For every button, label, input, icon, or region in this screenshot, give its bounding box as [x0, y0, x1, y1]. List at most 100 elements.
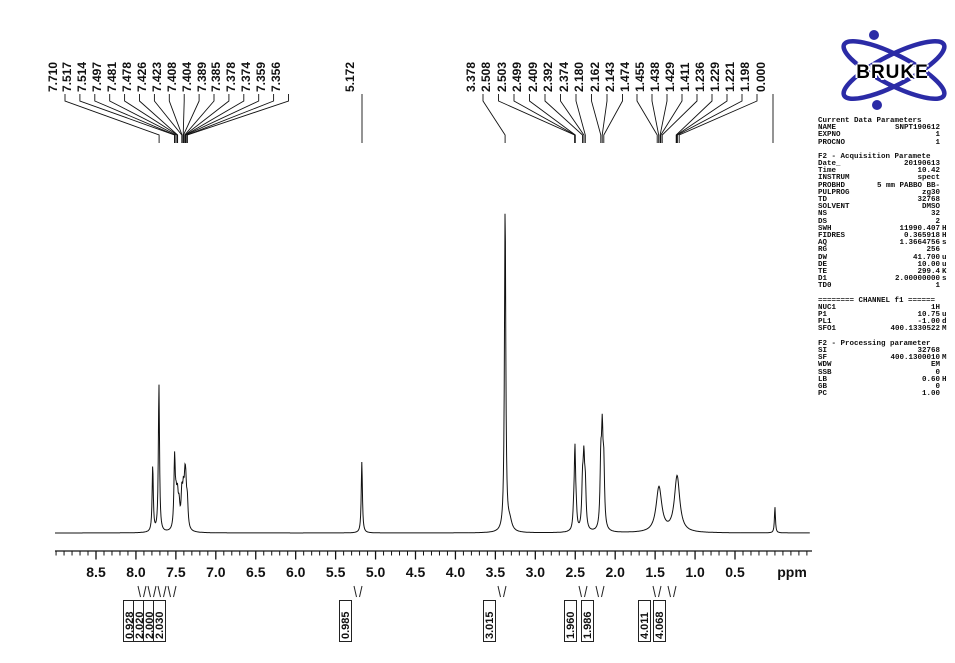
integral-bracket-line — [503, 585, 507, 598]
peak-shift-label: 5.172 — [342, 61, 357, 92]
peak-shift-label: 2.503 — [494, 61, 509, 92]
x-axis-tick-label: 4.0 — [446, 564, 466, 580]
parameter-value: 1 — [935, 131, 940, 140]
parameter-value: 2 — [935, 217, 940, 226]
peak-shift-label: 2.499 — [510, 61, 524, 92]
parameter-unit — [940, 362, 953, 369]
parameter-row: P1 10.75 u — [818, 311, 953, 320]
bruker-logo-text: BRUKE — [856, 62, 929, 83]
peak-leader-line — [183, 94, 200, 143]
parameter-unit — [940, 211, 953, 218]
parameter-name: RG — [818, 246, 828, 255]
parameter-name: Time — [818, 167, 837, 176]
parameter-row: D1 2.00000000 s — [818, 275, 953, 283]
parameters-panel: Current Data Parameters NAME SNPT190612 EXP… — [818, 117, 953, 405]
peak-shift-label: 7.389 — [194, 61, 209, 92]
peak-leader-line — [676, 94, 743, 143]
peak-shift-label: 1.455 — [632, 61, 647, 92]
peak-leader-line — [184, 94, 230, 143]
peak-leader-line — [544, 94, 583, 143]
parameter-unit: s — [942, 239, 947, 248]
peak-shift-label: 7.356 — [269, 61, 283, 92]
parameter-row: WDW EM — [818, 361, 953, 369]
parameter-value: 256 — [926, 246, 940, 255]
peak-shift-label: 7.478 — [120, 61, 134, 92]
parameter-value: 0.365918 — [903, 232, 940, 241]
parameter-value: 400.1330522 — [890, 325, 940, 334]
integral-bracket-line — [652, 585, 656, 598]
integral-bracket-line — [137, 585, 141, 598]
parameter-value: DMSO — [921, 203, 940, 212]
peak-leader-line — [661, 94, 698, 143]
parameter-value: 32768 — [917, 196, 940, 205]
peak-shift-label: 7.481 — [105, 61, 120, 92]
parameter-name: SI — [818, 346, 828, 355]
peak-leader-line — [529, 94, 576, 143]
parameter-row: SFO1 400.1330522 M — [818, 325, 953, 334]
integral-value: 2.030 — [152, 600, 166, 642]
peak-leader-line — [139, 94, 179, 143]
peak-leader-line — [560, 94, 585, 143]
parameter-row: AQ 1.3664756 s — [818, 239, 953, 248]
parameter-value: 10.00 — [917, 260, 940, 269]
parameter-value: SNPT190612 — [894, 124, 940, 133]
parameter-row: SSB 0 — [818, 368, 953, 377]
parameter-value: 10.42 — [917, 167, 940, 176]
parameter-value: 0 — [935, 382, 940, 391]
parameter-unit — [940, 204, 953, 211]
parameter-value: 299.4 — [917, 268, 940, 277]
parameter-unit — [940, 132, 953, 139]
peak-leader-line — [186, 94, 275, 143]
parameter-row: FIDRES 0.365918 H — [818, 232, 953, 241]
parameter-row: NAME SNPT190612 — [818, 124, 953, 133]
parameter-row: DW 41.700 u — [818, 254, 953, 262]
peak-leader-line — [660, 94, 683, 143]
parameter-value: 400.1300010 — [890, 354, 940, 363]
parameter-unit — [940, 175, 953, 182]
parameter-value: 5 mm PABBO BB- — [876, 181, 940, 190]
integral-bracket-line — [595, 585, 599, 598]
integral-bracket-line — [667, 585, 671, 598]
peak-shift-label: 7.710 — [45, 61, 60, 92]
peak-shift-label: 1.429 — [662, 61, 677, 92]
peak-shift-label: 7.374 — [239, 61, 254, 92]
peak-leader-line — [575, 94, 586, 143]
parameter-name: NS — [818, 210, 828, 219]
parameter-row: Date_ 20190613 — [818, 160, 953, 169]
peak-shift-label: 2.143 — [603, 61, 617, 92]
parameter-name: NAME — [818, 124, 837, 133]
peak-shift-label: 7.359 — [254, 61, 269, 92]
peak-shift-label: 2.180 — [572, 61, 586, 92]
x-axis-tick-label: 0.5 — [725, 564, 745, 580]
peak-leader-line — [513, 94, 576, 143]
peak-shift-label: 2.392 — [541, 61, 555, 92]
peak-shift-label: 1.411 — [677, 62, 692, 92]
parameter-value: 0 — [935, 368, 940, 377]
parameter-name: SF — [818, 354, 828, 363]
parameter-name: P1 — [818, 311, 828, 320]
parameter-value: 10.75 — [917, 311, 940, 320]
parameter-unit — [940, 197, 953, 204]
parameter-unit — [940, 161, 953, 168]
peak-shift-label: 7.385 — [209, 61, 224, 92]
parameter-value: 1 — [935, 282, 940, 291]
parameter-name: AQ — [818, 239, 828, 248]
parameter-value: 1.3664756 — [899, 239, 940, 248]
peak-shift-label: 1.221 — [722, 61, 737, 92]
parameter-name: Date_ — [818, 160, 841, 169]
x-axis-tick-label: 5.0 — [366, 564, 386, 580]
parameter-row: DS 2 — [818, 217, 953, 226]
parameter-unit: u — [942, 260, 947, 269]
integral-bracket-line — [658, 585, 662, 598]
parameter-row: Time 10.42 — [818, 167, 953, 176]
parameter-row: LB 0.60 H — [818, 376, 953, 384]
peak-leader-line — [186, 94, 289, 143]
integral-value: 4.068 — [652, 600, 666, 642]
integral-value: 3.015 — [482, 600, 496, 642]
parameter-row: PULPROG zg30 — [818, 189, 953, 197]
integral-bracket-line — [673, 585, 677, 598]
parameter-unit: H — [942, 224, 947, 233]
peak-shift-label: 7.378 — [224, 61, 239, 92]
x-axis-tick-label: 6.5 — [246, 564, 266, 580]
